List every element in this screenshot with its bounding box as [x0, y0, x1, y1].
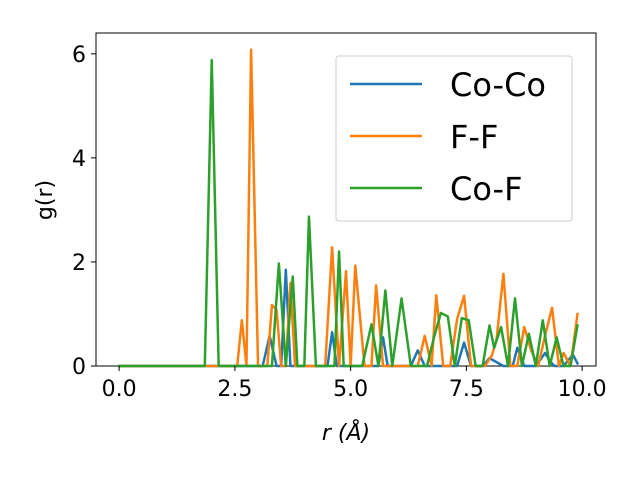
series-layer	[117, 48, 580, 368]
legend-frame	[335, 55, 573, 222]
x-tick-label: 5.0	[333, 377, 368, 402]
x-tick-label: 7.5	[449, 377, 484, 402]
series-line-co-f	[117, 58, 579, 368]
x-tick-label: 0.0	[102, 377, 137, 402]
y-tick-label: 0	[72, 355, 86, 380]
legend: Co-Co F-F Co-F	[335, 55, 573, 222]
legend-entry-label: F-F	[450, 118, 498, 156]
x-ticks: 0.0 2.5 5.0 7.5 10.0	[102, 366, 607, 402]
y-tick-label: 4	[72, 147, 86, 172]
series-line-f-f	[117, 48, 579, 368]
x-axis-label: r (Å)	[322, 419, 370, 446]
x-tick-label: 2.5	[217, 377, 252, 402]
y-tick-label: 6	[72, 43, 86, 68]
legend-entry-label: Co-Co	[450, 66, 546, 104]
legend-entry-label: Co-F	[450, 170, 522, 208]
y-axis-label: g(r)	[33, 180, 58, 220]
legend-items: Co-Co F-F Co-F	[350, 66, 546, 208]
y-ticks: 0 2 4 6	[72, 43, 96, 380]
x-axis: 0.0 2.5 5.0 7.5 10.0 r (Å)	[102, 366, 607, 446]
y-axis: 0 2 4 6 g(r)	[33, 43, 96, 380]
x-tick-label: 10.0	[558, 377, 607, 402]
y-tick-label: 2	[72, 251, 86, 276]
